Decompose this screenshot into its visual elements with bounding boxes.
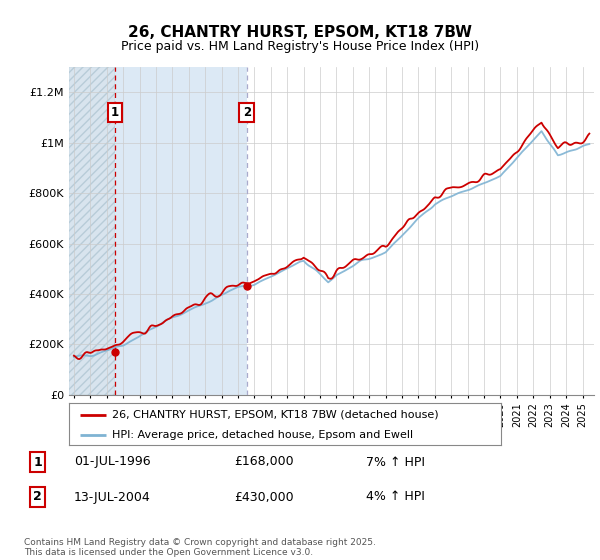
Text: 1: 1 bbox=[34, 455, 42, 469]
Text: 2: 2 bbox=[243, 106, 251, 119]
Text: £168,000: £168,000 bbox=[234, 455, 293, 469]
Text: 1: 1 bbox=[111, 106, 119, 119]
Text: 2: 2 bbox=[34, 491, 42, 503]
Text: 4% ↑ HPI: 4% ↑ HPI bbox=[366, 491, 425, 503]
Text: Contains HM Land Registry data © Crown copyright and database right 2025.
This d: Contains HM Land Registry data © Crown c… bbox=[24, 538, 376, 557]
Text: 01-JUL-1996: 01-JUL-1996 bbox=[74, 455, 151, 469]
Text: 7% ↑ HPI: 7% ↑ HPI bbox=[366, 455, 425, 469]
Text: Price paid vs. HM Land Registry's House Price Index (HPI): Price paid vs. HM Land Registry's House … bbox=[121, 40, 479, 53]
Bar bbox=[115, 67, 247, 395]
Text: 26, CHANTRY HURST, EPSOM, KT18 7BW (detached house): 26, CHANTRY HURST, EPSOM, KT18 7BW (deta… bbox=[112, 409, 439, 419]
Text: £430,000: £430,000 bbox=[234, 491, 293, 503]
Text: 13-JUL-2004: 13-JUL-2004 bbox=[74, 491, 151, 503]
Text: HPI: Average price, detached house, Epsom and Ewell: HPI: Average price, detached house, Epso… bbox=[112, 430, 413, 440]
Bar bbox=[69, 67, 115, 395]
Text: 26, CHANTRY HURST, EPSOM, KT18 7BW: 26, CHANTRY HURST, EPSOM, KT18 7BW bbox=[128, 25, 472, 40]
